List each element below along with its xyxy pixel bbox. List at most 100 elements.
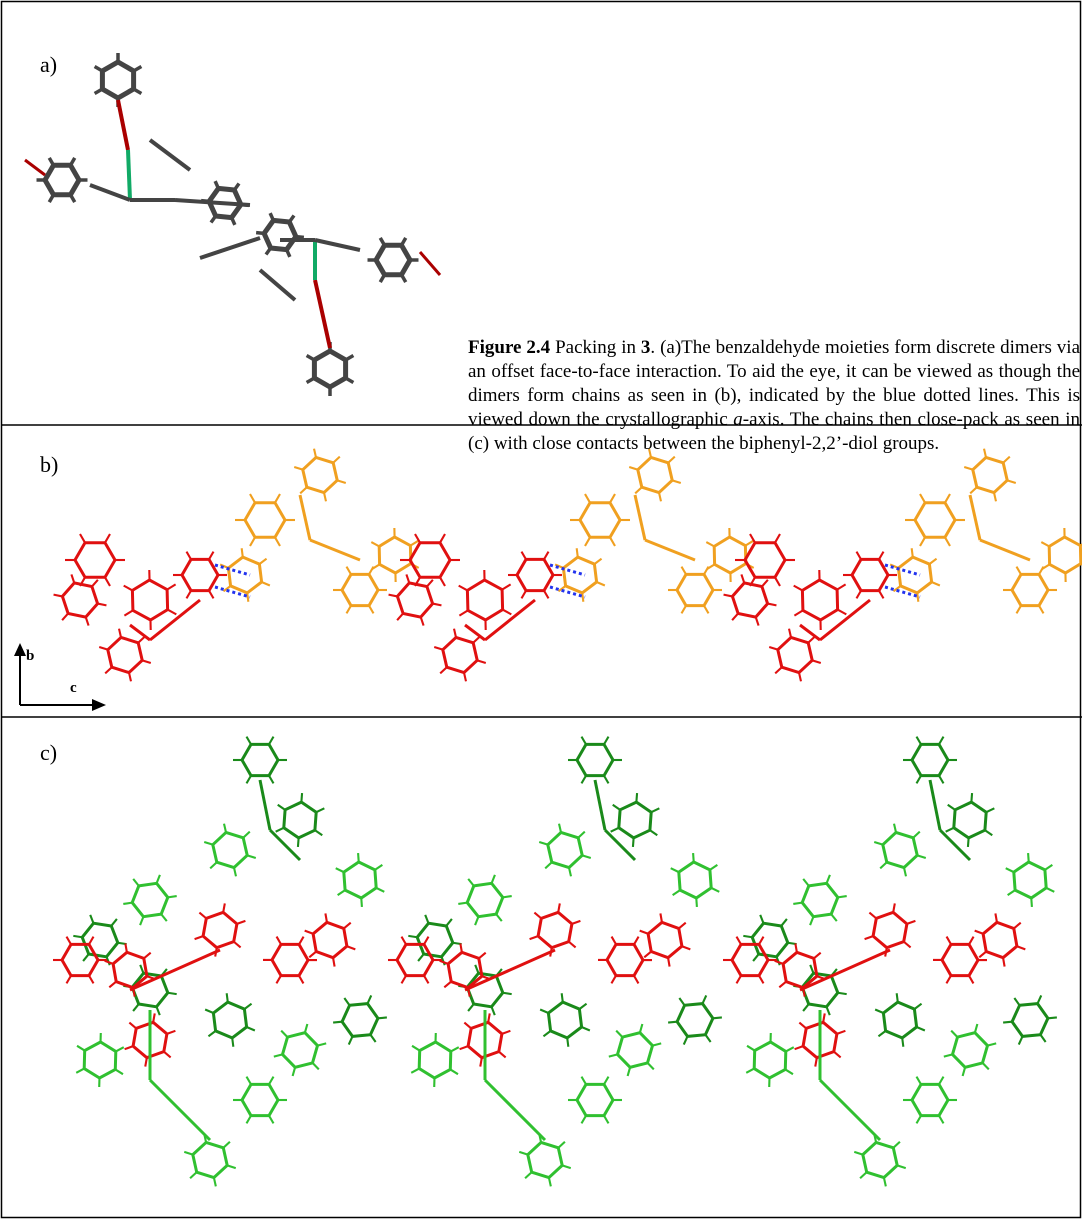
bond bbox=[408, 936, 417, 937]
bond bbox=[628, 1067, 630, 1076]
bond bbox=[775, 667, 782, 673]
bond bbox=[914, 1004, 921, 1009]
bond bbox=[651, 808, 659, 812]
bond bbox=[912, 548, 913, 557]
bond bbox=[105, 667, 112, 673]
bond bbox=[759, 937, 764, 945]
bond bbox=[234, 942, 241, 948]
bond bbox=[451, 1047, 459, 1051]
bond bbox=[775, 534, 780, 543]
bond bbox=[243, 832, 250, 838]
bond bbox=[488, 1013, 490, 1022]
bond bbox=[247, 855, 256, 858]
bond bbox=[307, 356, 315, 361]
panel-label: b) bbox=[40, 452, 58, 478]
bond bbox=[275, 537, 280, 546]
bond bbox=[679, 862, 711, 898]
frame bbox=[2, 2, 1081, 1218]
axis-label: b bbox=[26, 648, 34, 664]
bond bbox=[95, 89, 103, 94]
bond bbox=[450, 1069, 458, 1074]
bond bbox=[247, 1116, 252, 1124]
bond bbox=[116, 1047, 124, 1051]
bond bbox=[485, 1080, 545, 1140]
bond bbox=[939, 1077, 944, 1085]
bond bbox=[379, 537, 411, 573]
bond bbox=[827, 1007, 830, 1015]
bond bbox=[538, 912, 572, 947]
bond bbox=[604, 776, 609, 784]
bond bbox=[732, 944, 768, 975]
bond bbox=[301, 793, 302, 802]
bond bbox=[610, 494, 615, 503]
bond bbox=[67, 937, 72, 945]
bond bbox=[182, 559, 218, 590]
bond bbox=[671, 868, 679, 872]
bond bbox=[578, 832, 585, 838]
bond bbox=[760, 915, 763, 923]
bond bbox=[947, 937, 951, 945]
bond bbox=[499, 1052, 506, 1058]
bond bbox=[880, 862, 887, 868]
bond bbox=[187, 591, 192, 599]
bond bbox=[346, 378, 354, 383]
bond bbox=[705, 1035, 710, 1042]
bond bbox=[741, 574, 744, 583]
bond bbox=[315, 830, 322, 835]
bond bbox=[369, 606, 374, 614]
bond bbox=[305, 1024, 307, 1033]
bond bbox=[213, 832, 247, 867]
bond bbox=[443, 637, 477, 672]
bond bbox=[795, 943, 797, 952]
bond bbox=[83, 954, 89, 961]
bond bbox=[794, 586, 803, 591]
bond bbox=[213, 1002, 246, 1038]
bond bbox=[810, 917, 813, 925]
bond bbox=[502, 584, 511, 589]
bond bbox=[609, 1054, 618, 1056]
bond bbox=[130, 625, 150, 640]
bond bbox=[611, 828, 619, 832]
bond bbox=[711, 888, 719, 892]
bond bbox=[269, 1077, 274, 1085]
bond bbox=[95, 67, 103, 72]
bond bbox=[464, 1023, 471, 1029]
bond bbox=[342, 574, 378, 605]
bond bbox=[150, 140, 190, 170]
bond bbox=[440, 961, 448, 964]
bond bbox=[756, 617, 759, 626]
bond bbox=[344, 862, 376, 898]
bond bbox=[810, 965, 813, 973]
bond bbox=[534, 913, 541, 919]
bond bbox=[897, 1165, 906, 1168]
bond bbox=[80, 534, 85, 543]
bond bbox=[706, 542, 714, 546]
bond bbox=[1039, 606, 1044, 614]
bond bbox=[477, 660, 486, 663]
bond bbox=[580, 503, 620, 538]
bond bbox=[582, 855, 591, 858]
bond bbox=[397, 613, 403, 620]
bond bbox=[668, 1022, 677, 1023]
bond bbox=[54, 595, 63, 597]
bond bbox=[577, 744, 613, 775]
bond bbox=[545, 862, 552, 868]
bond bbox=[89, 937, 94, 945]
bond bbox=[634, 976, 638, 984]
bond bbox=[313, 1063, 319, 1069]
bond bbox=[344, 923, 351, 929]
bond bbox=[893, 1142, 900, 1148]
caption-run: Figure 2.4 bbox=[468, 337, 550, 358]
bond bbox=[884, 1178, 886, 1187]
bond bbox=[140, 965, 143, 973]
bond bbox=[99, 647, 108, 650]
bond bbox=[904, 868, 906, 877]
bond bbox=[762, 580, 768, 587]
bond bbox=[336, 868, 344, 872]
bond bbox=[837, 584, 846, 589]
bond bbox=[549, 1178, 551, 1187]
bond bbox=[769, 647, 778, 650]
bond bbox=[544, 591, 549, 599]
bond bbox=[317, 1043, 326, 1045]
bond bbox=[610, 537, 615, 546]
